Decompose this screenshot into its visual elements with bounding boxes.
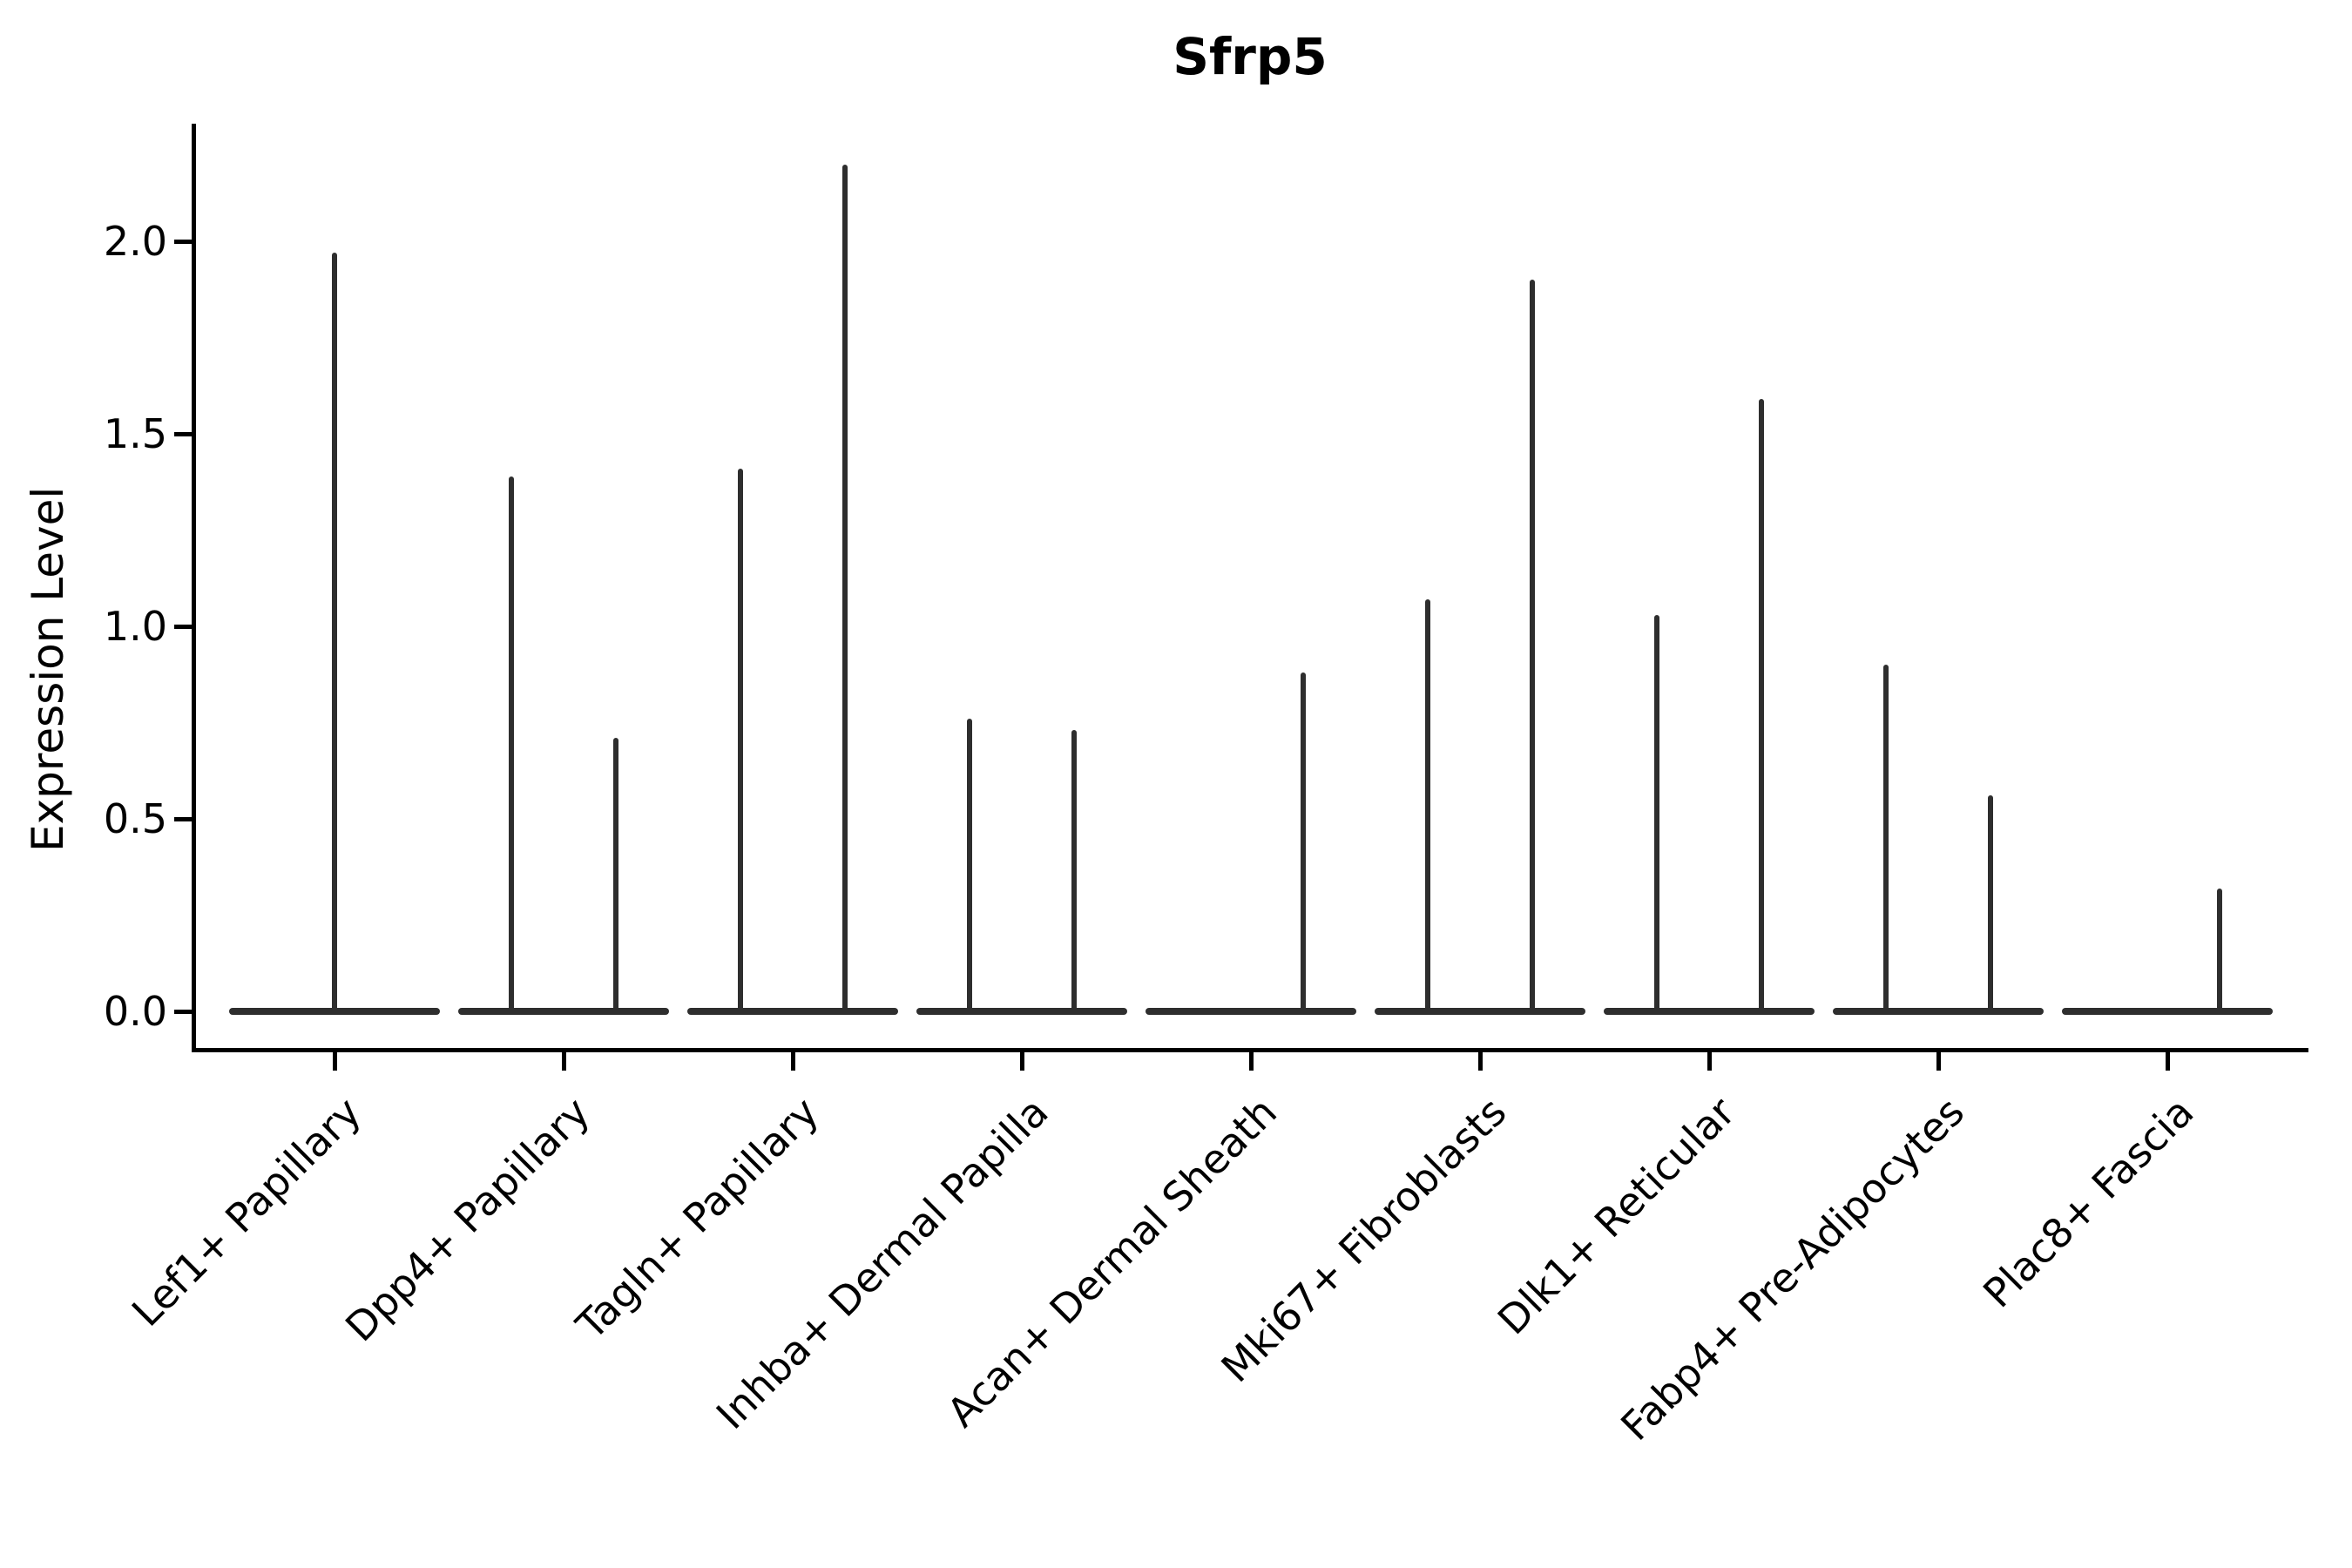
violin-baseline xyxy=(1833,1008,2044,1015)
x-tick-mark xyxy=(333,1052,337,1071)
y-tick-mark xyxy=(174,1010,193,1014)
x-tick-mark xyxy=(562,1052,566,1071)
x-tick-mark xyxy=(791,1052,795,1071)
violin-baseline xyxy=(1375,1008,1585,1015)
violin-spike xyxy=(1071,730,1077,1013)
x-tick-mark xyxy=(2166,1052,2170,1071)
x-tick-mark xyxy=(1936,1052,1941,1071)
violin-spike xyxy=(1988,795,1993,1013)
violin-baseline xyxy=(916,1008,1127,1015)
y-axis-label: Expression Level xyxy=(23,486,73,852)
violin-baseline xyxy=(2062,1008,2273,1015)
y-tick-mark xyxy=(174,432,193,436)
violin-spike xyxy=(509,476,514,1013)
violin-spike xyxy=(738,468,743,1013)
x-axis-spine xyxy=(192,1048,2308,1052)
violin-spike xyxy=(1425,599,1430,1013)
y-tick-mark xyxy=(174,240,193,244)
violin-spike xyxy=(1759,399,1764,1013)
x-tick-mark xyxy=(1020,1052,1024,1071)
y-tick-label: 1.5 xyxy=(103,410,167,457)
violin-spike xyxy=(1654,614,1659,1013)
violin-baseline xyxy=(458,1008,669,1015)
violin-baseline xyxy=(1146,1008,1356,1015)
y-tick-label: 0.0 xyxy=(103,988,167,1035)
y-axis-spine xyxy=(192,124,196,1052)
x-tick-label: Lef1+ Papillary xyxy=(122,1088,370,1336)
x-tick-mark xyxy=(1707,1052,1712,1071)
violin-spike xyxy=(613,738,618,1013)
violin-baseline xyxy=(687,1008,898,1015)
y-tick-label: 0.5 xyxy=(103,795,167,842)
x-tick-label: Dpp4+ Papillary xyxy=(336,1088,599,1351)
y-tick-label: 1.0 xyxy=(103,603,167,650)
x-tick-label: Plac8+ Fascia xyxy=(1973,1088,2203,1317)
x-tick-mark xyxy=(1478,1052,1483,1071)
violin-spike xyxy=(2217,888,2222,1013)
plot-title: Sfrp5 xyxy=(1173,27,1328,86)
violin-spike xyxy=(842,164,848,1013)
violin-spike xyxy=(332,253,337,1013)
violin-spike xyxy=(1883,665,1889,1013)
violin-spike xyxy=(1530,280,1535,1013)
y-tick-mark xyxy=(174,817,193,821)
violin-spike xyxy=(967,719,972,1013)
y-tick-label: 2.0 xyxy=(103,218,167,265)
x-tick-mark xyxy=(1249,1052,1254,1071)
y-tick-mark xyxy=(174,625,193,629)
violin-baseline xyxy=(1604,1008,1815,1015)
x-tick-label: Dlk1+ Reticular xyxy=(1489,1088,1745,1344)
x-tick-label: Tagln+ Papillary xyxy=(567,1088,828,1349)
violin-spike xyxy=(1301,672,1306,1013)
